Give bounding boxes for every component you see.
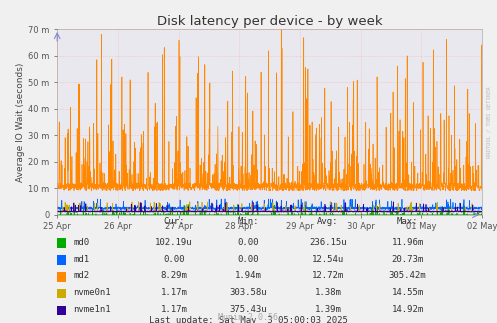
Text: 1.17m: 1.17m <box>161 288 187 297</box>
Text: Cur:: Cur: <box>163 217 185 226</box>
Text: 1.38m: 1.38m <box>315 288 341 297</box>
Text: md1: md1 <box>74 255 89 264</box>
Text: Munin 2.0.56: Munin 2.0.56 <box>219 313 278 322</box>
Text: 0.00: 0.00 <box>238 238 259 247</box>
Text: 14.55m: 14.55m <box>392 288 423 297</box>
Text: 375.43u: 375.43u <box>230 305 267 314</box>
Text: md0: md0 <box>74 238 89 247</box>
Text: Avg:: Avg: <box>317 217 339 226</box>
Text: md2: md2 <box>74 271 89 280</box>
Text: 12.54u: 12.54u <box>312 255 344 264</box>
Y-axis label: Average IO Wait (seconds): Average IO Wait (seconds) <box>16 62 25 182</box>
Text: 305.42m: 305.42m <box>389 271 426 280</box>
Text: Last update: Sat May  3 05:00:03 2025: Last update: Sat May 3 05:00:03 2025 <box>149 316 348 323</box>
Text: nvme0n1: nvme0n1 <box>74 288 111 297</box>
Text: 303.58u: 303.58u <box>230 288 267 297</box>
Text: 102.19u: 102.19u <box>155 238 193 247</box>
Text: RRDTOOL / TOBI OETIKER: RRDTOOL / TOBI OETIKER <box>486 87 491 159</box>
Title: Disk latency per device - by week: Disk latency per device - by week <box>157 15 382 28</box>
Text: 236.15u: 236.15u <box>309 238 347 247</box>
Text: 0.00: 0.00 <box>163 255 185 264</box>
Text: 1.17m: 1.17m <box>161 305 187 314</box>
Text: 8.29m: 8.29m <box>161 271 187 280</box>
Text: 12.72m: 12.72m <box>312 271 344 280</box>
Text: 0.00: 0.00 <box>238 255 259 264</box>
Text: 1.94m: 1.94m <box>235 271 262 280</box>
Text: Min:: Min: <box>238 217 259 226</box>
Text: nvme1n1: nvme1n1 <box>74 305 111 314</box>
Text: Max:: Max: <box>397 217 418 226</box>
Text: 14.92m: 14.92m <box>392 305 423 314</box>
Text: 1.39m: 1.39m <box>315 305 341 314</box>
Text: 11.96m: 11.96m <box>392 238 423 247</box>
Text: 20.73m: 20.73m <box>392 255 423 264</box>
